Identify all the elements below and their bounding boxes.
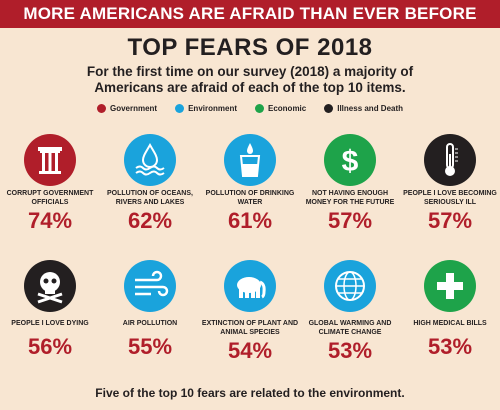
fear-label: EXTINCTION OF PLANT AND ANIMAL SPECIES [201, 320, 299, 336]
column-icon [24, 134, 76, 186]
skull-icon [24, 260, 76, 312]
fear-value: 53% [327, 338, 373, 363]
fear-label: AIR POLLUTION [122, 320, 178, 327]
fear-value: 62% [127, 208, 173, 233]
fear-item: PEOPLE I LOVE DYING 56% [0, 260, 100, 380]
fear-label: CORRUPT GOVERNMENT OFFICIALS [6, 190, 94, 206]
chart-subtitle: For the first time on our survey (2018) … [86, 64, 414, 95]
fear-label: PEOPLE I LOVE DYING [11, 320, 89, 327]
wind-icon [124, 260, 176, 312]
fear-value: 55% [127, 334, 173, 359]
legend-dot [175, 104, 185, 113]
fear-value: 53% [427, 334, 473, 359]
legend-label: Economic [268, 104, 307, 113]
fear-item: $ NOT HAVING ENOUGH MONEY FOR THE FUTURE… [300, 134, 400, 254]
fear-label: GLOBAL WARMING AND CLIMATE CHANGE [308, 320, 392, 336]
elephant-icon [224, 260, 276, 312]
fear-value: 57% [327, 208, 373, 233]
legend-item-illness: Illness and Death [324, 104, 403, 113]
fear-label: POLLUTION OF DRINKING WATER [205, 190, 295, 206]
fear-item: POLLUTION OF OCEANS, RIVERS AND LAKES 62… [100, 134, 200, 254]
glass-icon [224, 134, 276, 186]
thermometer-icon [424, 134, 476, 186]
fear-item: EXTINCTION OF PLANT AND ANIMAL SPECIES 5… [200, 260, 300, 380]
banner: MORE AMERICANS ARE AFRAID THAN EVER BEFO… [0, 0, 500, 28]
fear-value: 61% [227, 208, 273, 233]
legend-item-environment: Environment [175, 104, 237, 113]
globe-icon [324, 260, 376, 312]
fear-value: 54% [227, 338, 273, 363]
fear-label: HIGH MEDICAL BILLS [413, 320, 487, 327]
fear-label: POLLUTION OF OCEANS, RIVERS AND LAKES [107, 190, 193, 206]
fear-label: NOT HAVING ENOUGH MONEY FOR THE FUTURE [305, 190, 395, 206]
fear-value: 56% [27, 334, 73, 359]
fears-grid: CORRUPT GOVERNMENT OFFICIALS 74% POLLUTI… [0, 124, 500, 380]
fear-value: 57% [427, 208, 473, 233]
legend-label: Environment [188, 104, 237, 113]
fear-value: 74% [27, 208, 73, 233]
legend-item-government: Government [96, 104, 158, 113]
legend-item-economic: Economic [255, 104, 306, 113]
fear-item: AIR POLLUTION 55% [100, 260, 200, 380]
fear-item: HIGH MEDICAL BILLS 53% [400, 260, 500, 380]
fear-item: CORRUPT GOVERNMENT OFFICIALS 74% [0, 134, 100, 254]
fear-item: PEOPLE I LOVE BECOMING SERIOUSLY ILL 57% [400, 134, 500, 254]
legend-dot [255, 104, 264, 113]
chart-title: TOP FEARS OF 2018 [127, 34, 373, 61]
svg-text:$: $ [342, 145, 359, 178]
legend-label: Government [109, 104, 158, 113]
fear-item: POLLUTION OF DRINKING WATER 61% [200, 134, 300, 254]
legend-label: Illness and Death [337, 104, 404, 113]
legend-dot [324, 104, 334, 113]
fear-item: GLOBAL WARMING AND CLIMATE CHANGE 53% [300, 260, 400, 380]
legend: Government Environment Economic Illness … [0, 104, 500, 113]
legend-dot [96, 104, 106, 113]
dollar-icon: $ [324, 134, 376, 186]
footer-note: Five of the top 10 fears are related to … [95, 386, 405, 400]
medical-cross-icon [424, 260, 476, 312]
fear-label: PEOPLE I LOVE BECOMING SERIOUSLY ILL [403, 190, 497, 206]
water-drop-icon [124, 134, 176, 186]
